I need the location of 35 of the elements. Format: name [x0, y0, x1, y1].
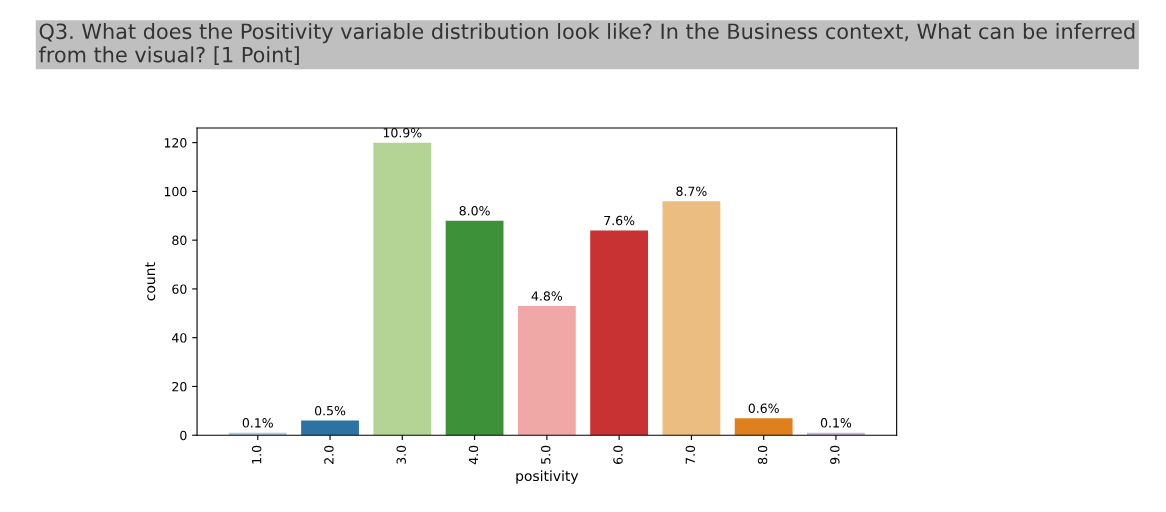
annotation: 0.5%	[314, 405, 346, 416]
x-tick-label: 5.0	[541, 445, 551, 464]
y-tick-label: 100	[164, 186, 187, 197]
x-tick-label: 6.0	[613, 445, 623, 464]
annotation: 8.7%	[676, 186, 707, 196]
bar	[734, 418, 793, 436]
bar	[373, 142, 432, 436]
x-tick-label: 9.0	[830, 445, 840, 465]
bar	[662, 201, 721, 436]
bar	[590, 230, 649, 436]
x-tick-label: 1.0	[251, 445, 262, 464]
x-tick-label: 7.0	[685, 445, 696, 464]
annotation: 8.0%	[459, 205, 490, 216]
bar	[301, 420, 359, 436]
annotation: 10.9%	[383, 127, 422, 138]
annotation: 0.1%	[242, 418, 273, 428]
y-tick-label: 20	[172, 381, 187, 392]
y-tick-label: 120	[164, 138, 187, 148]
y-tick-label: 80	[172, 235, 187, 246]
x-axis-title: positivity	[516, 470, 579, 484]
y-axis-title: count	[145, 262, 156, 301]
x-tick-label: 3.0	[396, 445, 406, 464]
y-tick-label: 0	[180, 430, 187, 441]
chart-title: Q3. What does the Positivity variable distribution look like? In the Business context, What can be inferred from the visual? [1 Point]	[38, 23, 1135, 65]
annotation: 0.6%	[748, 403, 779, 413]
annotation: 0.1%	[820, 418, 852, 428]
y-tick-label: 60	[172, 284, 187, 294]
bar	[445, 220, 504, 436]
y-tick-label: 40	[172, 333, 187, 343]
x-tick-label: 8.0	[757, 445, 768, 464]
bar	[517, 305, 576, 436]
x-tick-label: 4.0	[468, 445, 479, 465]
annotation: 7.6%	[604, 215, 635, 226]
x-tick-label: 2.0	[324, 445, 334, 464]
annotation: 4.8%	[531, 291, 563, 301]
